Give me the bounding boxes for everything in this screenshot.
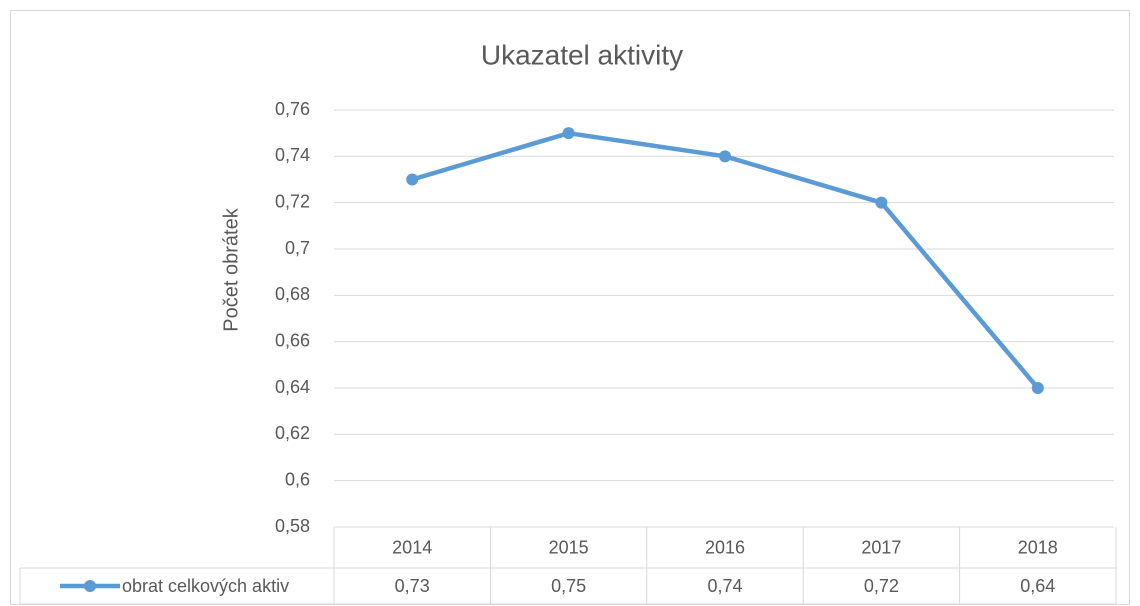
y-tick-label: 0,66 xyxy=(275,330,310,350)
y-axis-label: Počet obrátek xyxy=(220,207,242,331)
chart-title: Ukazatel aktivity xyxy=(481,39,683,70)
x-tick-label: 2014 xyxy=(392,537,432,557)
y-tick-label: 0,72 xyxy=(275,191,310,211)
y-tick-label: 0,64 xyxy=(275,377,310,397)
legend-marker xyxy=(84,580,96,592)
y-tick-label: 0,68 xyxy=(275,284,310,304)
table-value: 0,74 xyxy=(707,576,742,596)
data-point xyxy=(562,127,575,140)
table-value: 0,64 xyxy=(1020,576,1055,596)
y-tick-label: 0,62 xyxy=(275,423,310,443)
data-point xyxy=(875,196,888,209)
x-tick-label: 2015 xyxy=(549,537,589,557)
series-line xyxy=(411,130,1040,390)
x-tick-label: 2016 xyxy=(705,537,745,557)
table-value: 0,73 xyxy=(395,576,430,596)
chart-border xyxy=(10,10,1130,605)
data-point xyxy=(1031,382,1044,394)
data-point xyxy=(719,150,731,163)
x-tick-label: 2018 xyxy=(1018,537,1058,557)
data-point xyxy=(406,173,419,186)
y-tick-label: 0,58 xyxy=(275,516,310,536)
y-tick-label: 0,74 xyxy=(275,145,310,165)
y-tick-label: 0,7 xyxy=(285,238,310,258)
table-value: 0,75 xyxy=(551,576,586,596)
x-tick-label: 2017 xyxy=(861,537,901,557)
legend-label: obrat celkových aktiv xyxy=(122,576,289,596)
y-tick-label: 0,76 xyxy=(275,99,310,119)
table-value: 0,72 xyxy=(864,576,899,596)
y-tick-label: 0,6 xyxy=(285,469,310,489)
